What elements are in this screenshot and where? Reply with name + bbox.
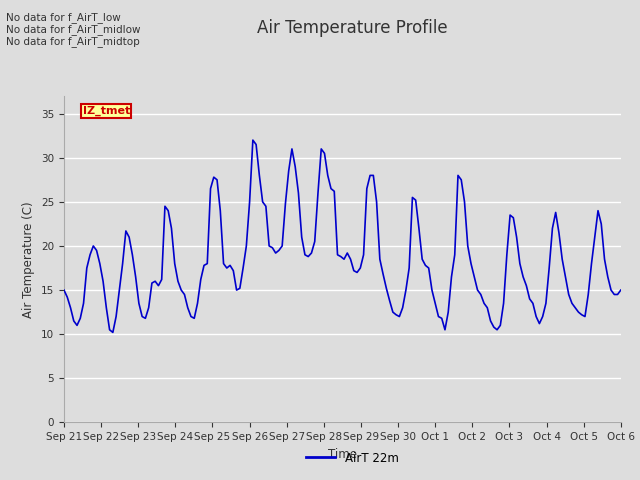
Text: No data for f_AirT_midlow: No data for f_AirT_midlow — [6, 24, 141, 35]
X-axis label: Time: Time — [328, 448, 357, 461]
Text: IZ_tmet: IZ_tmet — [83, 106, 130, 116]
Text: No data for f_AirT_midtop: No data for f_AirT_midtop — [6, 36, 140, 47]
Text: Air Temperature Profile: Air Temperature Profile — [257, 19, 447, 37]
Legend: AirT 22m: AirT 22m — [301, 447, 403, 469]
Y-axis label: Air Temperature (C): Air Temperature (C) — [22, 201, 35, 317]
Text: No data for f_AirT_low: No data for f_AirT_low — [6, 12, 121, 23]
